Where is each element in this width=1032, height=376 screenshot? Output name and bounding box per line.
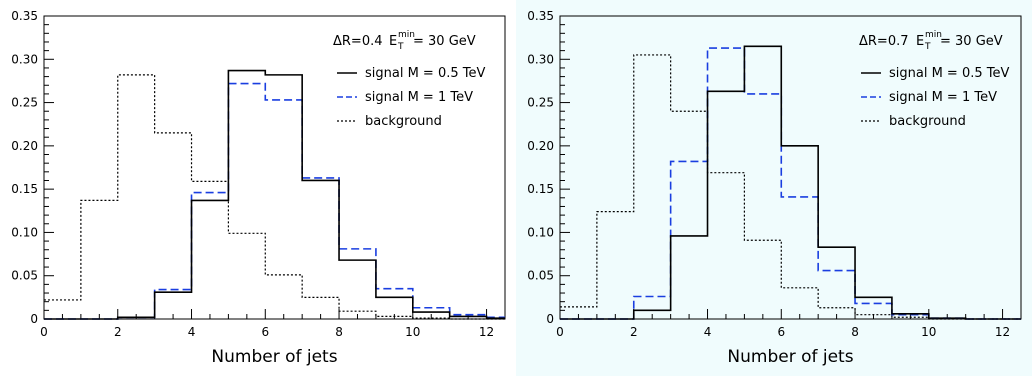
delta-r-label: ΔR=0.7 bbox=[859, 34, 909, 49]
chart-delta-r-0.7: 0 2 4 6 8 10 12 0 0.05 0.10 0.15 0.20 0.25 0.30 0.35 ΔR… bbox=[527, 9, 1022, 367]
series-line-solid bbox=[44, 69, 505, 320]
y-tick-label: 0.30 bbox=[527, 52, 554, 66]
chart-delta-r-0.4: 0 2 4 6 8 10 12 0 0.05 0.10 0.15 0.20 0.25 0.30 0.35 ΔR… bbox=[11, 9, 506, 367]
et-value: = 30 GeV bbox=[940, 34, 1003, 49]
y-tick-label: 0.10 bbox=[11, 225, 38, 239]
x-tick-label: 4 bbox=[704, 325, 712, 339]
y-tick-label: 0.30 bbox=[11, 52, 38, 66]
et-subscript: T bbox=[397, 42, 404, 52]
legend-label: signal M = 0.5 TeV bbox=[365, 66, 485, 81]
x-tick-label: 12 bbox=[479, 325, 494, 339]
y-tick-label: 0 bbox=[30, 312, 38, 326]
series-line-solid bbox=[560, 45, 1021, 320]
x-tick-label: 8 bbox=[851, 325, 859, 339]
et-superscript: min bbox=[398, 30, 415, 40]
x-tick-label: 8 bbox=[335, 325, 343, 339]
series-line-dotted bbox=[44, 74, 505, 320]
et-superscript: min bbox=[925, 30, 942, 40]
x-tick-label: 2 bbox=[114, 325, 122, 339]
legend-label: signal M = 1 TeV bbox=[365, 90, 473, 105]
y-tick-label: 0.20 bbox=[527, 139, 554, 153]
legend-label: signal M = 1 TeV bbox=[889, 90, 997, 105]
x-axis-title: Number of jets bbox=[211, 347, 337, 367]
x-tick-label: 6 bbox=[777, 325, 785, 339]
y-tick-label: 0.25 bbox=[527, 96, 554, 110]
delta-r-label: ΔR=0.4 bbox=[333, 34, 383, 49]
series-line-dashed bbox=[560, 47, 1021, 320]
plot-frame bbox=[559, 15, 1022, 320]
x-tick-label: 10 bbox=[921, 325, 936, 339]
et-value: = 30 GeV bbox=[413, 34, 476, 49]
et-symbol: E bbox=[916, 34, 924, 49]
y-tick-label: 0 bbox=[546, 312, 554, 326]
x-tick-label: 12 bbox=[995, 325, 1010, 339]
x-tick-label: 10 bbox=[405, 325, 420, 339]
x-tick-label: 0 bbox=[40, 325, 48, 339]
x-tick-label: 6 bbox=[261, 325, 269, 339]
y-tick-label: 0.35 bbox=[527, 9, 554, 23]
y-tick-label: 0.05 bbox=[11, 269, 38, 283]
et-subscript: T bbox=[924, 42, 931, 52]
x-tick-label: 4 bbox=[188, 325, 196, 339]
right-chart-panel: 0 2 4 6 8 10 12 0 0.05 0.10 0.15 0.20 0.25 0.30 0.35 ΔR… bbox=[516, 0, 1032, 376]
x-tick-label: 2 bbox=[630, 325, 638, 339]
legend-label: signal M = 0.5 TeV bbox=[889, 66, 1009, 81]
y-tick-label: 0.35 bbox=[11, 9, 38, 23]
x-tick-label: 0 bbox=[556, 325, 564, 339]
y-tick-label: 0.05 bbox=[527, 269, 554, 283]
y-tick-label: 0.15 bbox=[11, 182, 38, 196]
x-axis-title: Number of jets bbox=[727, 347, 853, 367]
left-chart-panel: 0 2 4 6 8 10 12 0 0.05 0.10 0.15 0.20 0.25 0.30 0.35 ΔR… bbox=[11, 9, 506, 367]
legend-label: background bbox=[365, 114, 442, 129]
y-tick-label: 0.20 bbox=[11, 139, 38, 153]
legend-label: background bbox=[889, 114, 966, 129]
plot-frame bbox=[43, 15, 506, 320]
y-tick-label: 0.25 bbox=[11, 96, 38, 110]
y-tick-label: 0.15 bbox=[527, 182, 554, 196]
y-tick-label: 0.10 bbox=[527, 225, 554, 239]
et-symbol: E bbox=[389, 34, 397, 49]
